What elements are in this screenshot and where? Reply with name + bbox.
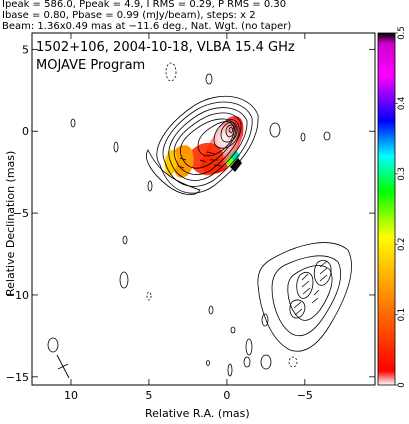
colorbar-tick-label: 0.2: [397, 237, 407, 251]
core-contour-5: [179, 118, 237, 169]
noise-contour: [70, 118, 76, 128]
core-contour-7: [213, 119, 240, 149]
noise-contour: [147, 180, 153, 192]
y-tick-label: 0: [22, 125, 29, 138]
noise-contour: [227, 363, 233, 377]
x-tick-label: 10: [64, 389, 78, 402]
noise-contour: [146, 291, 152, 301]
header-line-1: Ipeak = 586.0, Ppeak = 4.9, I RMS = 0.29…: [2, 0, 287, 10]
colorbar-ticks: [395, 32, 398, 386]
noise-contour: [119, 271, 129, 289]
y-tick-label: −5: [13, 207, 29, 220]
axis-tick-labels: 10 5 0 −5 5 0 −5 −10 −15: [6, 43, 313, 402]
core-contour-2: [162, 101, 253, 187]
colorbar: [377, 32, 396, 386]
noise-contour: [165, 62, 177, 82]
southern-lobe-knot-2: [313, 260, 332, 286]
noise-contour: [230, 326, 236, 334]
southern-lobe-knot-1: [296, 271, 314, 299]
core-edge-green: [225, 156, 234, 167]
beam-ellipse: [56, 354, 70, 379]
plot-frame: [31, 32, 376, 386]
total-intensity-contours: [47, 62, 352, 377]
noise-contour: [261, 313, 269, 327]
colorbar-tick-label: 0.5: [397, 26, 407, 40]
noise-contour: [206, 360, 210, 366]
noise-contour: [122, 235, 128, 245]
colorbar-tick-label: 0: [397, 382, 407, 387]
chart-title: 1502+106, 2004-10-18, VLBA 15.4 GHz: [36, 40, 295, 55]
chart-subtitle: MOJAVE Program: [36, 58, 146, 73]
colorbar-tick-label: 0.1: [397, 308, 407, 322]
southern-lobe-contour-3: [287, 265, 333, 321]
core-contour-4: [173, 112, 242, 175]
core-contour-8: [220, 121, 238, 143]
southern-lobe-contour-1: [257, 242, 352, 352]
noise-contour: [47, 337, 59, 353]
noise-contour: [323, 131, 331, 141]
polarization-vectors: [177, 151, 328, 316]
noise-contour: [269, 122, 281, 138]
y-axis-label: Relative Declination (mas): [4, 150, 17, 296]
southern-lobe-contour-2: [271, 255, 342, 337]
colorbar-tick-labels: 0 0.1 0.2 0.3 0.4 0.5: [397, 26, 407, 387]
noise-contour: [243, 356, 251, 368]
noise-contour: [260, 354, 272, 370]
y-tick-label: 5: [22, 43, 29, 56]
noise-contour: [288, 356, 298, 368]
x-tick-label: 5: [145, 389, 152, 402]
noise-contour: [205, 73, 213, 85]
core-contour-3: [168, 107, 248, 181]
header-line-3: Beam: 1.36x0.49 mas at −11.6 deg., Nat. …: [2, 21, 292, 32]
noise-contour: [300, 132, 306, 142]
noise-contour: [113, 141, 119, 153]
inner-jet-polarization-patch: [172, 145, 194, 178]
x-tick-label: −5: [297, 389, 313, 402]
noise-contour: [208, 305, 214, 315]
southern-lobe-knot-3: [289, 299, 306, 319]
colorbar-tick-label: 0.4: [397, 97, 407, 111]
x-tick-label: 0: [223, 389, 230, 402]
header-line-2: Ibase = 0.80, Pbase = 0.99 (mJy/beam), s…: [2, 10, 256, 21]
noise-contour: [245, 338, 253, 356]
axis-ticks: [32, 33, 375, 385]
core-contour-1: [156, 95, 259, 194]
y-tick-label: −15: [6, 371, 29, 384]
core-contour-9: [225, 124, 235, 138]
x-axis-label: Relative R.A. (mas): [145, 407, 250, 420]
core-contour-10: [228, 127, 234, 133]
jet-extension-contour: [146, 149, 201, 196]
colorbar-tick-label: 0.3: [397, 167, 407, 181]
y-tick-label: −10: [6, 289, 29, 302]
